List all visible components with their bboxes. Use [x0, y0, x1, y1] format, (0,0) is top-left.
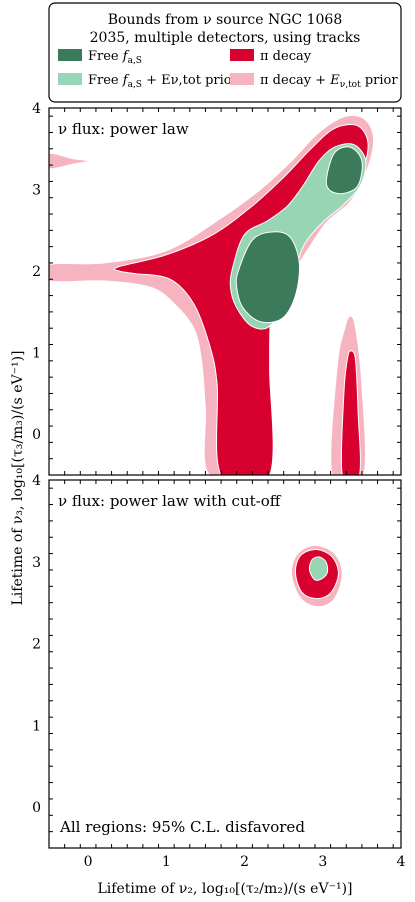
panel-bottom-label: ν flux: power law with cut-off [58, 492, 282, 510]
chart-title: Bounds from ν source NGC 1068 [108, 12, 342, 28]
legend-label-free-f-a-s-e-tot-prior: Free fa,S + Eν,tot prior [88, 73, 239, 90]
region-decay-e-tot-prior-top-1 [49, 152, 89, 170]
legend-swatch-decay-e-tot-prior [230, 73, 254, 85]
y-tick-label: 2 [32, 264, 41, 280]
legend: Bounds from ν source NGC 1068 2035, mult… [48, 2, 402, 103]
legend-label-decay-e-tot-prior: π decay + Eν,tot prior [260, 73, 398, 90]
chart-subtitle: 2035, multiple detectors, using tracks [90, 30, 361, 46]
panel-bottom-frame [48, 479, 402, 849]
y-tick-label: 1 [32, 718, 41, 734]
y-tick-label: 3 [32, 555, 41, 571]
panel-top-frame [48, 107, 402, 476]
panel-top: 0 1 2 3 4 ν flux: power law [32, 101, 402, 476]
y-tick-label: 4 [32, 101, 41, 117]
y-tick-label: 3 [32, 183, 41, 199]
regions-top [49, 114, 375, 475]
x-axis-label: Lifetime of ν₂, log₁₀[(τ₂/m₂)/(s eV⁻¹)] [97, 881, 352, 897]
legend-box [48, 2, 402, 103]
panel-bottom: 0 1 2 3 4 0 1 2 3 4 ν flux: power law with cut-of… [32, 473, 405, 870]
regions-bottom [290, 544, 343, 608]
ticks-top: 0 1 2 3 4 [32, 101, 401, 476]
legend-swatch-free-f-a-s-e-tot-prior [58, 73, 82, 85]
x-tick-label: 2 [240, 854, 249, 870]
region-decay-top-4 [340, 350, 361, 475]
y-tick-label: 2 [32, 637, 41, 653]
y-tick-label: 0 [32, 800, 41, 816]
x-tick-label: 0 [84, 854, 93, 870]
y-tick-label: 4 [32, 473, 41, 489]
x-tick-label: 3 [318, 854, 327, 870]
y-tick-label: 1 [32, 346, 41, 362]
y-axis-label: Lifetime of ν₃, log₁₀[(τ₃/m₃)/(s eV⁻¹)] [10, 350, 26, 605]
ticks-bottom: 0 1 2 3 4 0 1 2 3 4 [32, 473, 405, 870]
legend-items: Free fa,S π decay Free fa,S + Eν,tot prior… [58, 49, 398, 90]
x-tick-label: 4 [397, 854, 406, 870]
region-free-f-a-s-e-tot-prior-bottom-2 [308, 556, 329, 581]
y-tick-label: 0 [32, 427, 41, 443]
region-free-f-a-s-top-6 [235, 231, 301, 324]
legend-label-free-f-a-s: Free fa,S [88, 49, 142, 66]
legend-swatch-free-f-a-s [58, 49, 82, 61]
panel-bottom-bg [49, 480, 401, 848]
region-free-f-a-s-top-7 [325, 146, 363, 195]
legend-swatch-decay [230, 49, 254, 61]
chart-note: All regions: 95% C.L. disfavored [59, 818, 305, 836]
x-tick-label: 1 [162, 854, 171, 870]
legend-label-decay: π decay [260, 49, 312, 64]
panel-top-label: ν flux: power law [58, 120, 189, 138]
